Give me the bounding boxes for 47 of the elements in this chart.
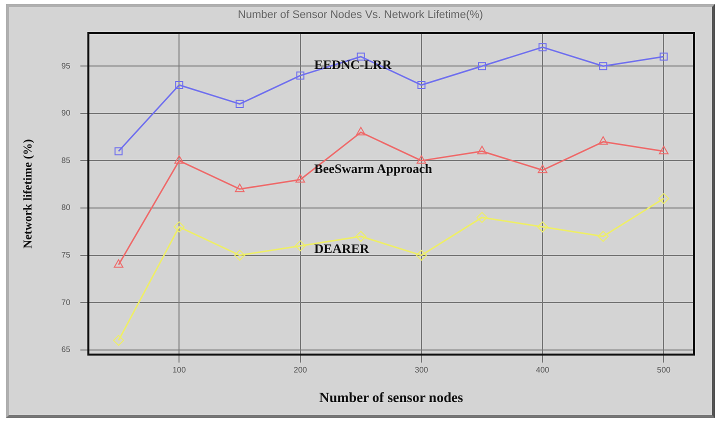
y-tick-label: 90 — [61, 108, 71, 118]
point — [538, 164, 548, 174]
y-tick-label: 70 — [61, 298, 71, 307]
point — [174, 155, 184, 164]
x-tick-label: 300 — [414, 366, 429, 375]
point — [416, 250, 427, 261]
point — [234, 250, 246, 261]
point — [660, 52, 668, 61]
point — [296, 72, 304, 80]
point — [236, 100, 244, 108]
point — [114, 147, 123, 156]
point — [658, 193, 670, 204]
point — [537, 221, 548, 232]
series-label: EEDNC-LRR — [314, 56, 392, 72]
x-tick-label: 400 — [536, 366, 550, 375]
point — [175, 80, 184, 90]
point — [356, 126, 366, 136]
y-tick-label: 75 — [61, 250, 71, 260]
point — [477, 146, 487, 154]
point — [234, 184, 245, 192]
y-tick-label: 65 — [61, 345, 71, 354]
point — [355, 230, 366, 242]
chart-title: Number of Sensor Nodes Vs. Network Lifetime(%) — [236, 9, 484, 21]
point — [538, 43, 547, 52]
point — [114, 259, 124, 268]
point — [476, 212, 488, 223]
point — [295, 174, 306, 183]
series-label: BeeSwarm Approach — [314, 160, 433, 176]
point — [113, 334, 124, 346]
x-tick-label: 500 — [657, 366, 671, 375]
series-label: DEARER — [314, 241, 370, 256]
y-axis-title: Network lifetime (%) — [20, 139, 34, 248]
point — [294, 240, 306, 252]
y-tick-label: 85 — [61, 156, 71, 165]
x-tick-label: 100 — [172, 366, 186, 375]
y-tick-label: 80 — [61, 203, 71, 212]
point — [416, 155, 426, 164]
point — [658, 146, 669, 154]
point — [174, 221, 185, 232]
point — [417, 80, 426, 90]
point — [598, 230, 609, 242]
point — [598, 136, 608, 145]
y-tick-label: 95 — [61, 61, 71, 70]
point — [599, 62, 608, 70]
x-tick-label: 200 — [294, 366, 308, 375]
x-axis-title: Number of sensor nodes — [319, 391, 464, 406]
point — [478, 62, 486, 70]
